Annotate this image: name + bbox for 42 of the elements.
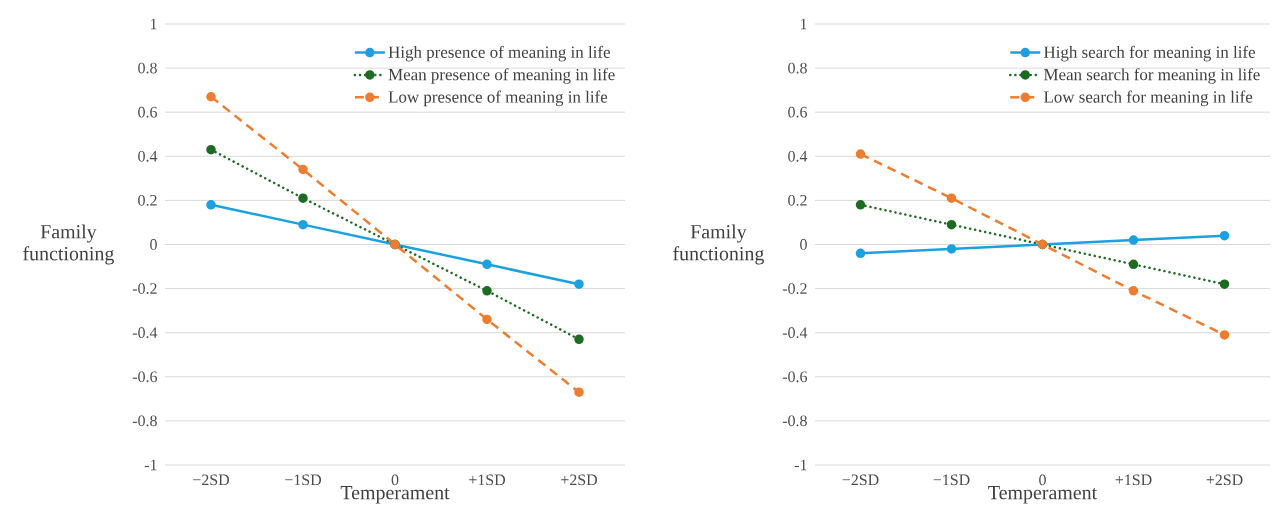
y-tick-label: 0: [800, 239, 807, 250]
y-tick-label: -0.2: [782, 283, 807, 294]
y-tick-label: -0.4: [782, 327, 808, 339]
y-tick-label: 0.2: [138, 194, 157, 206]
y-tick-label: -0.6: [782, 371, 808, 383]
y-tick-label: -0.4: [132, 327, 158, 339]
x-tick-label: −1SD: [285, 474, 322, 486]
x-tick-label: 0: [391, 474, 399, 486]
legend-label: Low presence of meaning in life: [388, 90, 608, 107]
y-tick-label: -0.6: [132, 371, 158, 383]
x-tick-label: +1SD: [1115, 474, 1152, 486]
y-tick-label: -1: [794, 459, 807, 471]
y-tick-label: -0.8: [132, 415, 157, 427]
legend-label: High presence of meaning in life: [388, 45, 610, 62]
legend-label: Low search for meaning in life: [1043, 90, 1253, 107]
y-tick-label: -1: [144, 459, 157, 471]
x-tick-label: +2SD: [561, 474, 598, 486]
y-tick-label: -0.8: [782, 415, 807, 427]
y-tick-label: 0.4: [788, 150, 808, 162]
y-tick-label: 0: [150, 239, 157, 250]
y-tick-label: 0.8: [138, 62, 157, 74]
y-tick-label: 0.8: [788, 62, 807, 74]
x-tick-label: +1SD: [469, 474, 506, 486]
x-tick-label: −2SD: [193, 474, 230, 486]
y-tick-label: 0.2: [788, 194, 807, 206]
legend-label: Mean presence of meaning in life: [388, 68, 615, 84]
y-axis-title: Family functioning: [673, 224, 764, 265]
y-tick-label: 0.6: [788, 106, 808, 118]
y-tick-label: 0.6: [138, 106, 158, 118]
x-tick-label: +2SD: [1206, 474, 1243, 486]
y-tick-label: 1: [150, 18, 157, 30]
legend-label: Mean search for meaning in life: [1043, 68, 1260, 84]
y-tick-label: -0.2: [132, 283, 157, 294]
x-tick-label: −2SD: [842, 474, 879, 486]
x-axis-title: Temperament: [988, 486, 1098, 504]
y-tick-label: 1: [800, 18, 807, 30]
legend-label: High search for meaning in life: [1043, 45, 1256, 62]
x-tick-label: 0: [1039, 474, 1046, 486]
x-axis-title: Temperament: [340, 486, 450, 504]
x-tick-label: −1SD: [933, 474, 970, 486]
y-tick-label: 0.4: [138, 150, 158, 162]
y-axis-title: Family functioning: [23, 224, 114, 265]
